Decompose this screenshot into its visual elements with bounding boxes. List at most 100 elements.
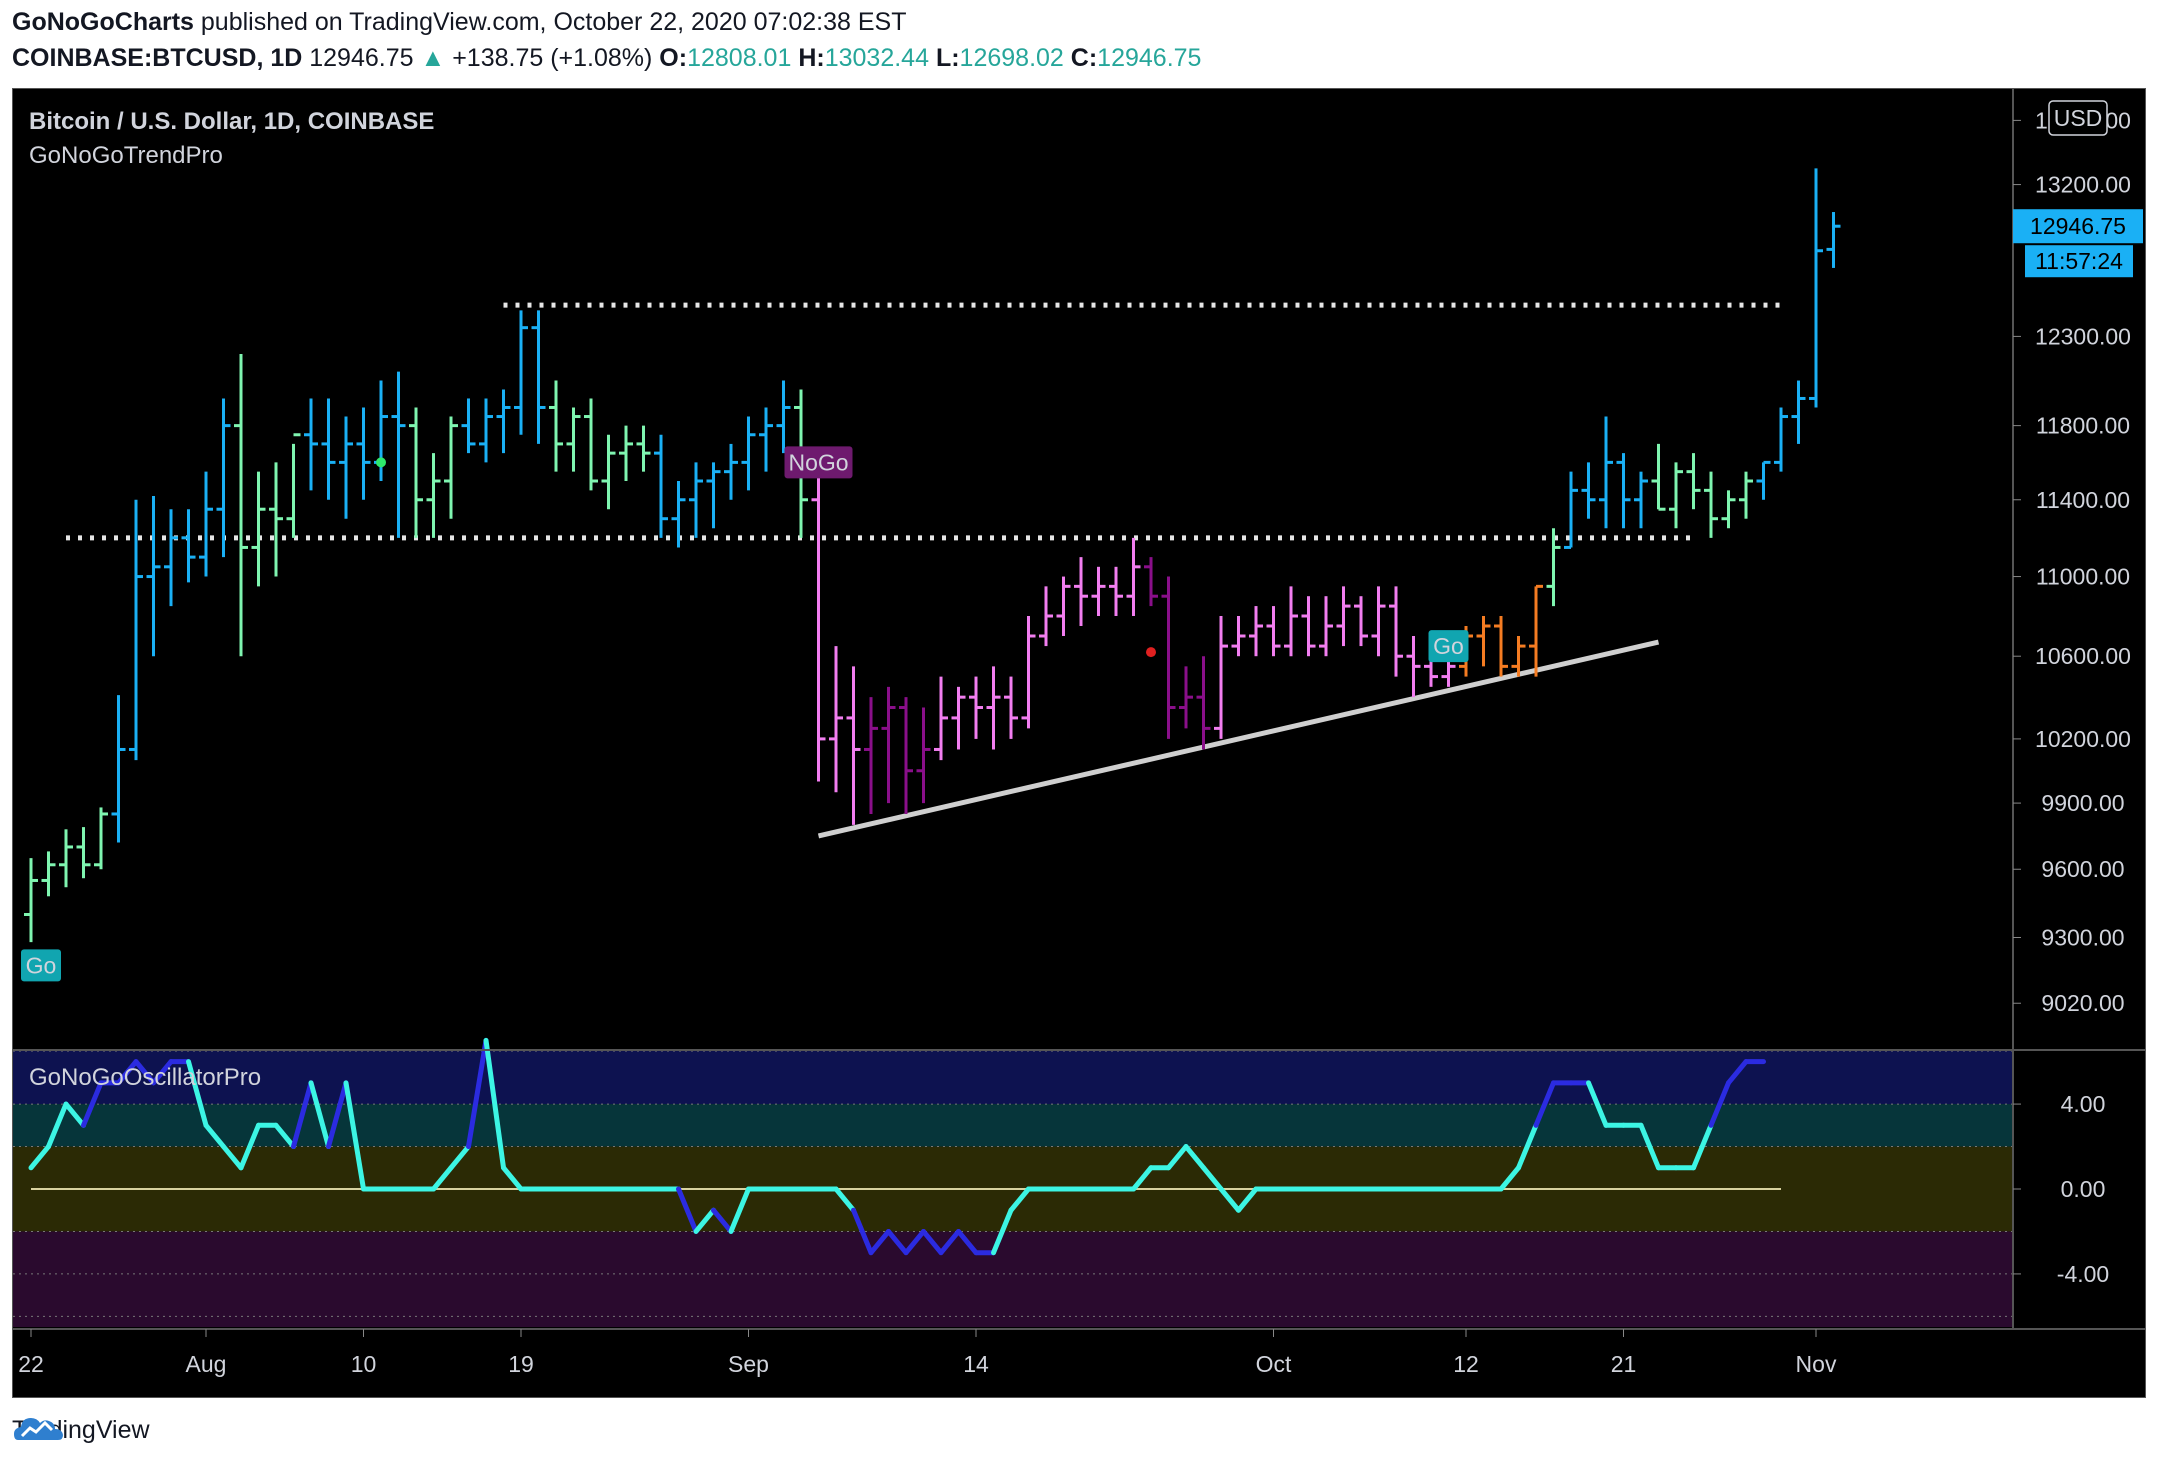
marker-go: Go xyxy=(1428,630,1469,663)
ohlc-bar xyxy=(584,398,598,491)
ohlc-bar xyxy=(969,676,983,739)
marker-go: Go xyxy=(21,949,61,982)
marker-box xyxy=(784,446,853,479)
ohlc-bar xyxy=(1494,616,1508,677)
ohlc-bar xyxy=(426,453,441,538)
low-label: L: xyxy=(935,44,960,72)
tradingview-logo-icon[interactable] xyxy=(12,1410,66,1444)
ohlc-bar xyxy=(199,471,213,577)
footer: TradingView xyxy=(12,1410,150,1450)
ohlc-bar xyxy=(1406,636,1421,698)
ohlc-bar xyxy=(1529,584,1543,677)
osc-segment xyxy=(1166,1144,1189,1171)
low-value: 12698.02 xyxy=(959,44,1064,72)
chart-container[interactable]: Go NoGo Go 9020.00 9300.00 9600.00 9900.00 102… xyxy=(12,88,2146,1398)
ohlc-bars xyxy=(24,168,1841,943)
ohlc-bar xyxy=(829,646,843,793)
ohlc-bar xyxy=(1161,576,1176,739)
ohlc-bar xyxy=(1371,586,1386,657)
ohlc-bar xyxy=(619,425,633,481)
osc-segment xyxy=(151,1059,174,1086)
time-tick-label: 19 xyxy=(508,1351,534,1377)
osc-segment xyxy=(1533,1080,1556,1128)
marker-label: Go xyxy=(1433,633,1464,659)
time-tick-label: Aug xyxy=(186,1351,227,1377)
price-tick-label: 13200.00 xyxy=(2035,172,2131,198)
ohlc-bar xyxy=(986,666,1001,750)
ohlc-bar xyxy=(356,407,371,500)
price-tick-label: 11800.00 xyxy=(2036,413,2130,439)
osc-tick-label: 4.00 xyxy=(2061,1091,2106,1117)
high-label: H: xyxy=(798,44,825,72)
trendline-group xyxy=(817,639,1660,839)
marker-label: NoGo xyxy=(788,449,848,475)
signal-dot-red xyxy=(1146,647,1156,658)
osc-segment xyxy=(238,1122,261,1171)
ohlc-bar xyxy=(1669,462,1683,529)
ohlc-bar xyxy=(94,807,108,870)
ohlc-bar xyxy=(304,398,318,491)
publish-header: GoNoGoCharts published on TradingView.co… xyxy=(12,8,906,37)
ohlc-bar xyxy=(479,398,493,463)
ohlc-bar xyxy=(1511,636,1526,677)
ohlc-bar xyxy=(514,310,528,435)
ohlc-bar xyxy=(496,389,511,454)
ohlc-bar xyxy=(846,666,861,825)
close-value: 12946.75 xyxy=(1097,44,1202,72)
ohlc-bar xyxy=(76,827,91,879)
ohlc-bar xyxy=(1301,596,1316,657)
signal-dot-green xyxy=(376,457,386,468)
ohlc-bar xyxy=(916,707,931,804)
resistance-levels xyxy=(66,302,1781,541)
ohlc-bar xyxy=(1004,676,1018,739)
ohlc-bar xyxy=(636,425,651,472)
osc-segment xyxy=(81,1080,104,1128)
osc-segment xyxy=(1586,1080,1609,1128)
ohlc-bar xyxy=(549,380,563,472)
ohlc-bar xyxy=(1214,616,1228,739)
osc-segment xyxy=(116,1059,139,1086)
ohlc-bar xyxy=(881,686,896,804)
ohlc-bar xyxy=(461,398,476,454)
time-tick-label: 21 xyxy=(1611,1351,1637,1377)
osc-segment xyxy=(186,1059,209,1128)
ohlc-bar xyxy=(1126,537,1141,617)
osc-segment xyxy=(956,1228,979,1256)
ohlc-bar xyxy=(899,697,913,814)
osc-segment xyxy=(501,1165,524,1192)
ohlc-bar xyxy=(741,416,756,491)
ohlc-bar xyxy=(1249,606,1263,657)
ohlc-bar xyxy=(1231,616,1246,657)
osc-segment xyxy=(711,1207,734,1234)
ohlc-bar xyxy=(1284,586,1298,657)
open-label: O: xyxy=(659,44,688,72)
osc-segment xyxy=(326,1080,349,1150)
ohlc-bar xyxy=(41,851,56,897)
ohlc-bar xyxy=(566,407,581,472)
currency-label[interactable]: USD xyxy=(2054,105,2103,131)
ohlc-bar xyxy=(1021,616,1036,729)
ohlc-bar xyxy=(1546,528,1561,607)
ohlc-bar xyxy=(706,462,721,529)
ohlc-bar xyxy=(251,471,266,587)
osc-segment xyxy=(991,1207,1014,1256)
osc-segment xyxy=(1498,1165,1521,1192)
author-name[interactable]: GoNoGoCharts xyxy=(12,8,194,36)
ohlc-bar xyxy=(1616,453,1631,529)
price-tick-label: 10600.00 xyxy=(2035,643,2131,669)
osc-segment xyxy=(728,1186,751,1234)
osc-segment xyxy=(483,1037,506,1171)
ohlc-bar xyxy=(321,398,336,500)
ohlc-bar xyxy=(654,434,668,538)
currency-button[interactable]: USD xyxy=(2048,100,2108,136)
ohlc-bar xyxy=(864,697,878,814)
ohlc-bar xyxy=(759,407,773,472)
time-tick-label: Sep xyxy=(728,1351,769,1377)
ohlc-bar xyxy=(111,695,126,843)
osc-segment xyxy=(693,1207,716,1234)
osc-segment xyxy=(448,1144,471,1171)
ohlc-bar xyxy=(934,676,948,761)
price-tick-label: 11400.00 xyxy=(2036,487,2130,513)
osc-band-lower xyxy=(13,1231,2013,1327)
